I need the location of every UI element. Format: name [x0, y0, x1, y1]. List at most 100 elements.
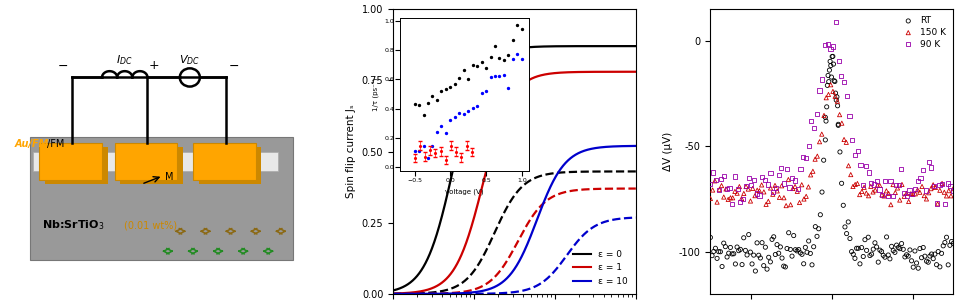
- 150 K: [821, 92, 836, 97]
- 150 K: [863, 184, 878, 189]
- 150 K: [720, 197, 736, 202]
- 150 K: [930, 201, 946, 206]
- RT: [763, 259, 778, 264]
- 150 K: [808, 157, 823, 161]
- Polygon shape: [120, 147, 183, 184]
- ε = 10: [571, 152, 582, 156]
- RT: [713, 249, 728, 254]
- 150 K: [787, 184, 803, 189]
- RT: [818, 138, 833, 142]
- RT: [864, 252, 879, 257]
- 150 K: [745, 186, 761, 191]
- 150 K: [783, 202, 798, 207]
- Y-axis label: Spin flip current Jₛ: Spin flip current Jₛ: [346, 105, 356, 198]
- 150 K: [761, 199, 776, 204]
- 90 K: [708, 178, 723, 182]
- 90 K: [771, 173, 787, 178]
- RT: [887, 250, 902, 255]
- 150 K: [801, 185, 816, 189]
- RT: [833, 149, 848, 154]
- RT: [885, 248, 901, 253]
- RT: [789, 248, 805, 253]
- Text: $+$: $+$: [148, 59, 159, 72]
- Polygon shape: [30, 137, 293, 260]
- RT: [822, 68, 837, 73]
- RT: [812, 212, 828, 217]
- ε = 10: [630, 144, 642, 148]
- RT: [896, 247, 911, 252]
- RT: [818, 115, 833, 120]
- 150 K: [899, 191, 914, 196]
- 90 K: [900, 194, 915, 198]
- 90 K: [810, 112, 825, 116]
- 150 K: [927, 185, 943, 190]
- RT: [904, 258, 920, 263]
- 150 K: [865, 190, 880, 195]
- RT: [842, 236, 857, 241]
- Y-axis label: ΔV (μV): ΔV (μV): [663, 132, 673, 171]
- 150 K: [799, 194, 814, 199]
- 90 K: [833, 73, 849, 78]
- RT: [811, 226, 827, 231]
- RT: [902, 248, 918, 252]
- RT: [711, 249, 726, 254]
- 150 K: [852, 192, 867, 197]
- RT: [924, 251, 939, 256]
- RT: [929, 262, 945, 267]
- RT: [718, 244, 733, 249]
- 90 K: [746, 178, 762, 183]
- 150 K: [907, 191, 923, 196]
- RT: [901, 254, 916, 258]
- 150 K: [712, 187, 727, 192]
- 90 K: [798, 155, 813, 160]
- 90 K: [907, 187, 923, 191]
- 150 K: [912, 190, 927, 195]
- 90 K: [727, 174, 742, 179]
- ε = 10: [528, 226, 539, 229]
- RT: [753, 255, 768, 260]
- Text: /FM: /FM: [47, 139, 64, 149]
- RT: [930, 249, 946, 254]
- 90 K: [842, 113, 857, 118]
- RT: [728, 261, 743, 266]
- Bar: [115, 143, 177, 180]
- RT: [927, 252, 943, 257]
- 90 K: [826, 44, 841, 49]
- RT: [889, 243, 904, 248]
- 150 K: [850, 181, 865, 186]
- 90 K: [730, 187, 745, 191]
- RT: [910, 266, 925, 271]
- RT: [857, 237, 873, 242]
- RT: [715, 264, 730, 269]
- RT: [849, 246, 864, 251]
- 150 K: [858, 191, 874, 195]
- 150 K: [836, 137, 852, 142]
- 150 K: [856, 185, 872, 190]
- RT: [721, 251, 737, 256]
- 150 K: [776, 195, 791, 200]
- RT: [892, 246, 907, 251]
- RT: [899, 252, 914, 257]
- 150 K: [714, 183, 729, 188]
- 90 K: [847, 153, 862, 158]
- RT: [729, 245, 744, 249]
- 150 K: [830, 99, 845, 104]
- 90 K: [864, 181, 879, 185]
- 150 K: [843, 172, 858, 177]
- RT: [840, 219, 855, 224]
- 150 K: [895, 182, 910, 187]
- 150 K: [885, 182, 901, 187]
- 90 K: [853, 163, 868, 168]
- 150 K: [925, 182, 941, 187]
- 150 K: [883, 202, 899, 207]
- 150 K: [756, 189, 771, 194]
- RT: [726, 251, 741, 256]
- 90 K: [901, 187, 917, 192]
- ε = 10: [542, 191, 554, 195]
- Polygon shape: [45, 147, 107, 184]
- RT: [894, 241, 909, 246]
- RT: [791, 247, 807, 252]
- 150 K: [729, 191, 744, 196]
- 90 K: [894, 167, 909, 171]
- 90 K: [721, 185, 737, 190]
